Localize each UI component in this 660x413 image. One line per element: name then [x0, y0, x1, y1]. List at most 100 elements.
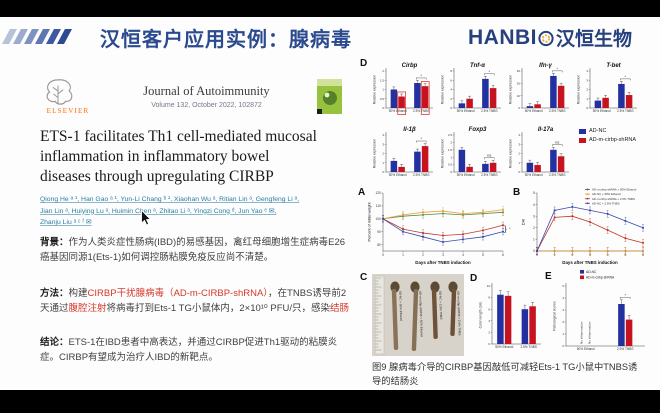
svg-text:3: 3 — [518, 142, 520, 146]
svg-text:1.5: 1.5 — [448, 148, 452, 152]
svg-text:6: 6 — [502, 253, 504, 257]
svg-text:4: 4 — [533, 203, 535, 207]
svg-text:1: 1 — [402, 253, 404, 257]
svg-text:50% Ethanol: 50% Ethanol — [593, 109, 611, 113]
section-conclusion: 结论：ETS-1在IBD患者中高表达，并通过CIRBP促进Th1驱动的粘膜炎症。… — [40, 336, 352, 365]
svg-text:2: 2 — [422, 253, 424, 257]
svg-text:Days after TNBS induction: Days after TNBS induction — [562, 260, 618, 265]
svg-text:*: * — [509, 226, 511, 231]
svg-text:2.5% TNBS: 2.5% TNBS — [481, 173, 498, 177]
svg-text:10: 10 — [487, 284, 491, 288]
svg-text:3: 3 — [562, 308, 564, 312]
hanbio-logo: HANBI 汉恒生物 — [468, 24, 632, 51]
svg-text:2: 2 — [533, 226, 535, 230]
svg-text:0: 0 — [562, 344, 564, 348]
svg-text:0: 0 — [586, 106, 588, 110]
svg-text:AD-NC + 2.5% TNBS: AD-NC + 2.5% TNBS — [592, 201, 620, 205]
colon-photo: AD-NC + 50% Ethanol AD-m-cirbp-shRNA + 50… — [372, 274, 464, 356]
svg-text:*: * — [420, 73, 422, 78]
svg-text:3: 3 — [382, 142, 384, 146]
letterbox-top — [0, 0, 660, 17]
svg-text:5: 5 — [482, 253, 484, 257]
journal-cover-thumbnail — [317, 79, 342, 114]
tnf-a-bar-chart: Tnf-α Relative expression 0 2 4 6 8 50% Ethanol… — [441, 63, 501, 113]
svg-text:Tnf-α: Tnf-α — [470, 63, 485, 69]
letterbox-bottom — [0, 390, 660, 413]
paper-title-line: diseases through upregulating CIRBP — [40, 168, 274, 186]
authors-line: Jian Lin ᵃ, Huiying Lu ᵃ, Huimin Chen ᵃ,… — [40, 207, 277, 215]
svg-text:90: 90 — [377, 230, 381, 234]
elsevier-logo: ELSEVIER — [40, 78, 96, 115]
svg-text:Relative expression: Relative expression — [509, 139, 513, 169]
svg-text:*: * — [624, 74, 626, 79]
pathological-scores-bar-chart: Pathological scores 0 1 2 3 4 5 AD-NC AD-m-cirbp… — [553, 270, 645, 351]
slide-title: 汉恒客户应用实例：腺病毒 — [100, 29, 352, 51]
colon-length-bar-chart: Colon length (cm) 0 2 4 6 8 10 50% Ethanol 2.5% … — [479, 283, 541, 349]
svg-text:0.5: 0.5 — [448, 163, 452, 167]
svg-text:50% Ethanol: 50% Ethanol — [495, 345, 513, 349]
header-slashes-decoration — [2, 29, 72, 45]
svg-text:5: 5 — [562, 284, 564, 288]
svg-text:1: 1 — [554, 253, 556, 257]
svg-text:8: 8 — [450, 69, 452, 73]
svg-text:4: 4 — [518, 133, 520, 137]
svg-text:50% Ethanol: 50% Ethanol — [525, 173, 543, 177]
svg-text:8: 8 — [488, 296, 490, 300]
svg-text:50% Ethanol: 50% Ethanol — [525, 109, 543, 113]
svg-text:Relative expression: Relative expression — [441, 75, 445, 105]
svg-text:0: 0 — [518, 170, 520, 174]
legend-swatch-blue — [579, 128, 586, 134]
svg-text:2.5% TNBS: 2.5% TNBS — [617, 109, 634, 113]
svg-text:AD-m-cirbp-shRNA + 2.5% TNBS: AD-m-cirbp-shRNA + 2.5% TNBS — [592, 197, 635, 201]
journal-title-block: Journal of Autoimmunity Volume 132, Octo… — [96, 84, 317, 109]
svg-text:No inflammation: No inflammation — [579, 321, 583, 344]
il-17a-bar-chart: Il-17a Relative expression 0 1 2 3 4 50% Ethano… — [509, 127, 569, 177]
svg-text:Relative expression: Relative expression — [441, 139, 445, 169]
svg-text:2: 2 — [450, 97, 452, 101]
svg-text:0: 0 — [536, 253, 538, 257]
svg-text:Days after TNBS induction: Days after TNBS induction — [415, 260, 471, 265]
svg-text:2: 2 — [382, 69, 384, 73]
svg-text:DAI: DAI — [522, 219, 526, 225]
t-bet-bar-chart: T-bet Relative expression 0 1 2 3 4 50% Ethanol… — [577, 63, 637, 113]
svg-text:4: 4 — [462, 253, 464, 257]
logo-o-spiral-icon — [538, 30, 554, 46]
svg-text:0: 0 — [450, 106, 452, 110]
svg-text:110: 110 — [376, 204, 381, 208]
svg-text:2.5% TNBS: 2.5% TNBS — [520, 345, 537, 349]
figure-legend: AD-NC AD-m-cirbp-shRNA — [579, 127, 636, 145]
figure-caption-line2: 导的结肠炎 — [372, 376, 419, 386]
svg-text:100: 100 — [375, 217, 381, 221]
paper-title: ETS-1 facilitates Th1 cell-mediated muco… — [40, 127, 348, 187]
svg-text:50% Ethanol: 50% Ethanol — [389, 173, 407, 177]
mouse-cursor-icon — [140, 210, 152, 226]
svg-text:1: 1 — [562, 332, 564, 336]
svg-text:4: 4 — [450, 88, 452, 92]
svg-text:2: 2 — [382, 152, 384, 156]
svg-text:Colon length (cm): Colon length (cm) — [479, 302, 483, 329]
svg-text:0: 0 — [382, 253, 384, 257]
svg-text:0: 0 — [518, 106, 520, 110]
journal-name: Journal of Autoimmunity — [143, 84, 270, 98]
svg-text:2.5% TNBS: 2.5% TNBS — [549, 109, 566, 113]
svg-text:2: 2 — [518, 152, 520, 156]
svg-text:*: * — [624, 292, 626, 297]
svg-text:Cirbp: Cirbp — [402, 63, 418, 69]
svg-text:Pathological scores: Pathological scores — [553, 301, 557, 331]
svg-text:3: 3 — [589, 253, 591, 257]
svg-text:1: 1 — [586, 97, 588, 101]
panel-label-b: B — [513, 187, 521, 198]
legend-label: AD-m-cirbp-shRNA — [589, 136, 637, 143]
paper-authors: Qiong He ᵃ ¹, Han Gao ᵃ ¹, Yun-Li Chang … — [40, 194, 348, 229]
svg-text:2: 2 — [562, 320, 564, 324]
svg-text:Foxp3: Foxp3 — [469, 127, 487, 133]
panel-label-d2: D — [470, 273, 478, 284]
svg-text:0: 0 — [382, 106, 384, 110]
svg-text:AD-m-cirbp-shRNA: AD-m-cirbp-shRNA — [586, 276, 615, 280]
panel-label-a: A — [358, 187, 366, 198]
svg-text:*: * — [488, 69, 490, 74]
svg-text:*: * — [556, 66, 558, 71]
svg-text:}: } — [504, 225, 507, 234]
svg-text:1: 1 — [382, 88, 384, 92]
